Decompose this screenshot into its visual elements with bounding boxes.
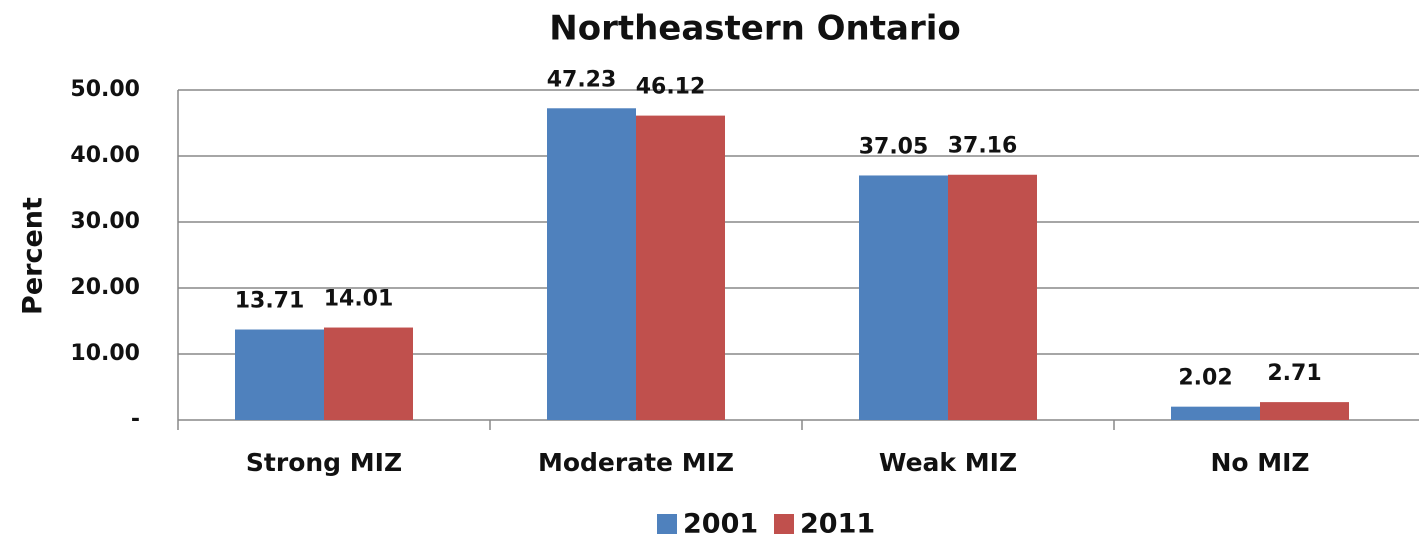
bar <box>636 115 725 420</box>
bar <box>235 329 324 420</box>
data-label: 37.05 <box>859 134 929 159</box>
y-tick-label: 20.00 <box>70 275 140 300</box>
chart-title: Northeastern Ontario <box>549 9 961 49</box>
x-tick-label: Weak MIZ <box>879 448 1017 477</box>
y-tick-label: 50.00 <box>70 77 140 102</box>
data-label: 37.16 <box>948 134 1018 159</box>
bar <box>1260 402 1349 420</box>
data-label: 2.02 <box>1178 366 1232 391</box>
bar <box>547 108 636 421</box>
x-tick-label: No MIZ <box>1210 448 1309 477</box>
x-tick-label: Strong MIZ <box>246 448 402 477</box>
y-tick-label: 10.00 <box>70 341 140 366</box>
data-label: 46.12 <box>636 75 706 100</box>
x-tick-label: Moderate MIZ <box>538 448 734 477</box>
y-tick-label: - <box>131 407 140 432</box>
data-label: 14.01 <box>324 287 394 312</box>
legend-label: 2011 <box>800 509 875 537</box>
data-label: 2.71 <box>1267 361 1321 386</box>
legend-swatch <box>657 514 677 534</box>
bar <box>1171 406 1260 420</box>
y-axis-label: Percent <box>18 197 49 315</box>
legend-label: 2001 <box>683 509 758 537</box>
data-label: 47.23 <box>547 67 617 92</box>
bar <box>859 175 948 420</box>
bar <box>324 327 413 420</box>
legend-swatch <box>774 514 794 534</box>
y-tick-label: 40.00 <box>70 143 140 168</box>
data-label: 13.71 <box>235 289 305 314</box>
y-tick-label: 30.00 <box>70 209 140 234</box>
bar <box>948 174 1037 420</box>
